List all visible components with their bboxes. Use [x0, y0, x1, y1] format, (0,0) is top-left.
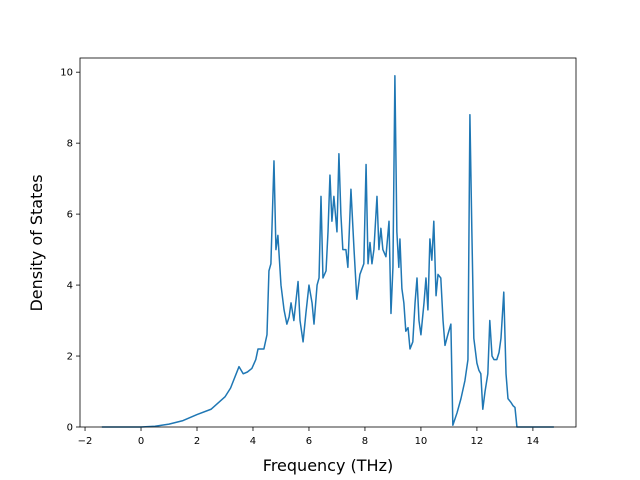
y-tick-label: 8 — [67, 139, 73, 150]
x-tick-label: 6 — [306, 436, 312, 447]
y-tick-label: 2 — [67, 352, 73, 363]
x-tick-label: 4 — [250, 436, 256, 447]
x-tick-label: 2 — [194, 436, 200, 447]
x-tick-label: 8 — [362, 436, 368, 447]
x-axis-label: Frequency (THz) — [263, 456, 393, 475]
y-tick-label: 4 — [67, 281, 73, 292]
y-tick-label: 6 — [67, 210, 73, 221]
x-tick-label: 14 — [527, 436, 540, 447]
x-tick-label: 10 — [415, 436, 428, 447]
y-tick-label: 10 — [60, 68, 73, 79]
data-line — [101, 74, 554, 428]
x-tick-label: 0 — [138, 436, 144, 447]
y-axis-label: Density of States — [27, 174, 46, 311]
plot-frame — [79, 57, 577, 428]
x-tick-label: 12 — [471, 436, 484, 447]
x-tick-label: −2 — [78, 436, 93, 447]
y-tick-label: 0 — [67, 423, 73, 434]
